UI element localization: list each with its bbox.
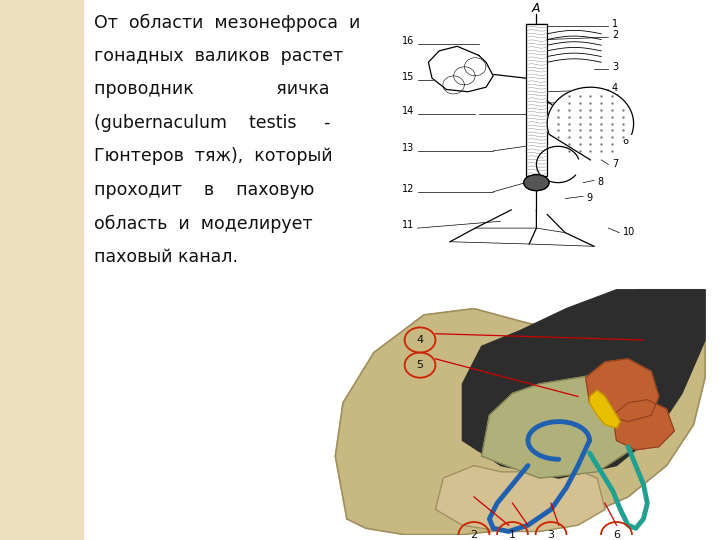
Text: 5: 5: [417, 360, 423, 370]
Polygon shape: [428, 46, 493, 92]
Text: гонадных  валиков  растет: гонадных валиков растет: [94, 47, 343, 65]
Polygon shape: [436, 465, 605, 531]
Text: 14: 14: [402, 106, 414, 117]
Text: 13: 13: [402, 143, 414, 153]
Text: 8: 8: [598, 177, 604, 187]
Polygon shape: [462, 290, 705, 478]
Text: 10: 10: [623, 227, 635, 237]
Text: 11: 11: [402, 220, 414, 230]
Text: область  и  моделирует: область и моделирует: [94, 214, 312, 233]
Text: Гюнтеров  тяж),  который: Гюнтеров тяж), который: [94, 147, 332, 165]
Text: 4: 4: [612, 83, 618, 93]
Polygon shape: [585, 359, 659, 422]
Text: 3: 3: [547, 530, 554, 539]
Text: A: A: [532, 2, 541, 15]
Text: 2: 2: [470, 530, 477, 539]
Text: От  области  мезонефроса  и: От области мезонефроса и: [94, 14, 360, 32]
Polygon shape: [590, 390, 621, 428]
Text: 7: 7: [612, 159, 618, 168]
Text: 4: 4: [416, 335, 423, 345]
Text: (gubernaculum    testis     -: (gubernaculum testis -: [94, 114, 330, 132]
Bar: [0, 0, 83, 540]
Polygon shape: [547, 87, 634, 160]
Circle shape: [523, 175, 549, 191]
Text: 3: 3: [612, 62, 618, 72]
Text: 15: 15: [402, 72, 414, 83]
Text: 5: 5: [612, 94, 618, 104]
Text: проходит    в    паховую: проходит в паховую: [94, 181, 314, 199]
Text: 12: 12: [402, 184, 414, 194]
Text: 9: 9: [587, 193, 593, 203]
Text: паховый канал.: паховый канал.: [94, 248, 238, 266]
Text: 16: 16: [402, 36, 414, 46]
Text: проводник               яичка: проводник яичка: [94, 80, 329, 98]
Circle shape: [523, 175, 549, 191]
Text: 2: 2: [612, 30, 618, 40]
Polygon shape: [482, 372, 655, 478]
Polygon shape: [336, 290, 705, 535]
Bar: [526, 24, 547, 176]
Text: 6: 6: [613, 530, 620, 539]
Text: 1: 1: [509, 530, 516, 539]
Text: 1: 1: [612, 19, 618, 29]
Text: 6: 6: [623, 136, 629, 146]
Polygon shape: [613, 400, 674, 450]
